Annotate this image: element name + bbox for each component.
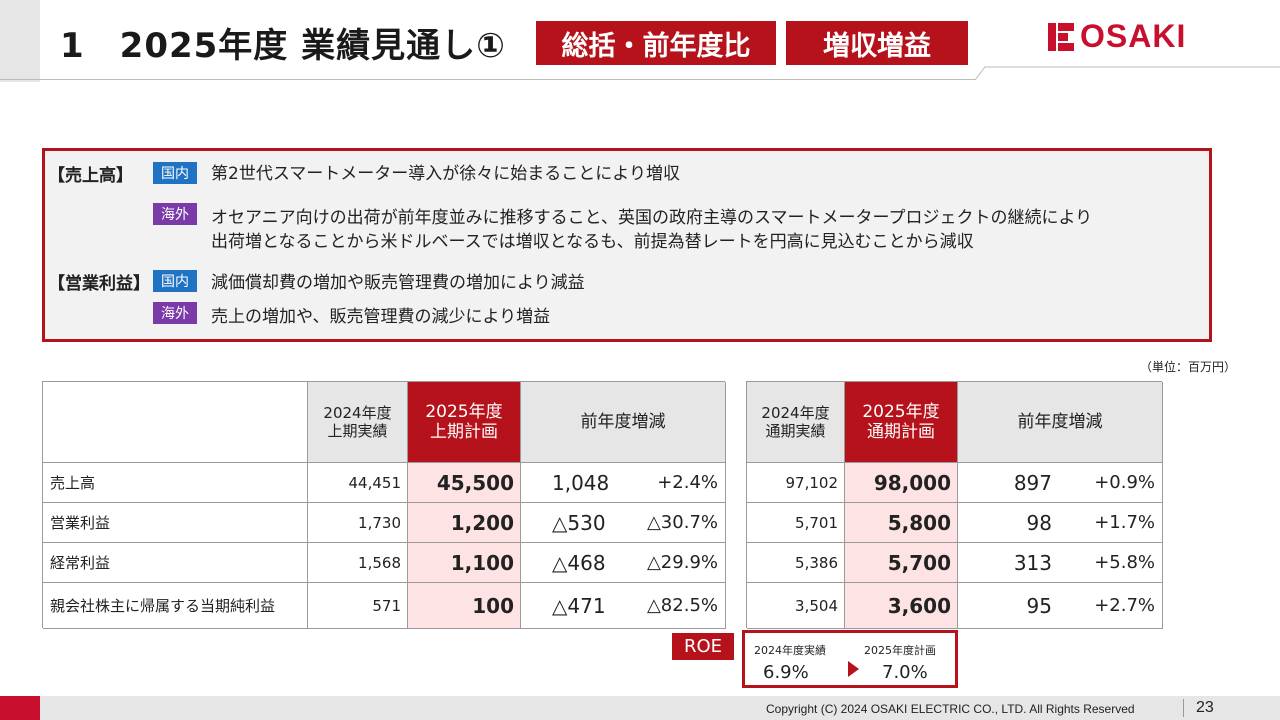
value-2025-half: 1,100 xyxy=(408,543,521,583)
title-divider xyxy=(975,66,1280,81)
value-2025-full: 3,600 xyxy=(845,583,958,629)
header-2025-full: 2025年度 通期計画 xyxy=(845,382,958,463)
value-2025-full: 98,000 xyxy=(845,463,958,503)
header-2024-full: 2024年度 通期実績 xyxy=(747,382,845,463)
roe-prev-value: 6.9% xyxy=(763,662,809,683)
page-title: 1 2025年度 業績見通し① xyxy=(60,26,506,66)
logo-mark-icon xyxy=(1048,22,1074,51)
roe-prev-label: 2024年度実績 xyxy=(754,644,826,657)
copyright: Copyright (C) 2024 OSAKI ELECTRIC CO., L… xyxy=(766,702,1135,716)
roe-plan-value: 7.0% xyxy=(882,662,928,683)
page-number: 23 xyxy=(1196,699,1214,716)
table-corner xyxy=(43,382,308,463)
op-overseas-text: 売上の増加や、販売管理費の減少により増益 xyxy=(211,307,551,327)
roe-tag: ROE xyxy=(672,633,734,660)
osaki-logo: OSAKI xyxy=(1048,18,1186,55)
change-cell: 313 +5.8% xyxy=(958,543,1163,583)
value-2025-full: 5,800 xyxy=(845,503,958,543)
domestic-badge: 国内 xyxy=(153,162,197,184)
change-cell: 897 +0.9% xyxy=(958,463,1163,503)
sales-label: 【売上高】 xyxy=(48,166,133,186)
value-2025-half: 100 xyxy=(408,583,521,629)
value-2025-full: 5,700 xyxy=(845,543,958,583)
full-year-table: 2024年度 通期実績 2025年度 通期計画 前年度増減 97,102 98,0… xyxy=(746,381,1163,629)
header-change: 前年度増減 xyxy=(958,382,1163,463)
change-amount: 95 xyxy=(1026,593,1052,618)
title-accent-bar xyxy=(0,0,40,82)
row-label: 売上高 xyxy=(43,463,308,503)
change-cell: △530 △30.7% xyxy=(521,503,726,543)
unit-note: （単位：百万円） xyxy=(1140,360,1237,374)
change-amount: △530 xyxy=(552,510,606,535)
title-underline xyxy=(0,79,975,80)
header-2025-half: 2025年度 上期計画 xyxy=(408,382,521,463)
summary-tag: 総括・前年度比 xyxy=(536,21,776,65)
value-2024-half: 1,568 xyxy=(308,543,408,583)
sales-domestic-text: 第2世代スマートメーター導入が徐々に始まることにより増収 xyxy=(211,164,680,184)
logo-text: OSAKI xyxy=(1080,18,1187,54)
change-cell: 1,048 +2.4% xyxy=(521,463,726,503)
roe-box: 2024年度実績 6.9% 2025年度計画 7.0% xyxy=(742,630,958,688)
half-year-table: 2024年度 上期実績 2025年度 上期計画 前年度増減 売上高 44,451 4… xyxy=(42,381,726,629)
change-amount: 98 xyxy=(1026,510,1052,535)
summary-box: 【売上高】 国内 第2世代スマートメーター導入が徐々に始まることにより増収 海外… xyxy=(42,148,1212,342)
page-separator xyxy=(1183,699,1184,717)
change-percent: △29.9% xyxy=(646,552,718,573)
change-percent: △82.5% xyxy=(646,595,718,616)
value-2024-half: 571 xyxy=(308,583,408,629)
sales-overseas-text-2: 出荷増となることから米ドルベースでは増収となるも、前提為替レートを円高に見込むこ… xyxy=(211,232,974,252)
operating-profit-label: 【営業利益】 xyxy=(48,274,150,294)
result-tag: 増収増益 xyxy=(786,21,968,65)
change-percent: +2.7% xyxy=(1094,595,1155,616)
change-amount: △471 xyxy=(552,593,606,618)
change-percent: +0.9% xyxy=(1094,472,1155,493)
arrow-right-icon xyxy=(848,661,859,677)
value-2024-full: 3,504 xyxy=(747,583,845,629)
row-label: 親会社株主に帰属する当期純利益 xyxy=(43,583,308,629)
change-cell: △471 △82.5% xyxy=(521,583,726,629)
row-label: 経常利益 xyxy=(43,543,308,583)
header-change: 前年度増減 xyxy=(521,382,726,463)
change-percent: +5.8% xyxy=(1094,552,1155,573)
change-amount: 313 xyxy=(1013,550,1052,575)
value-2024-half: 1,730 xyxy=(308,503,408,543)
change-cell: 95 +2.7% xyxy=(958,583,1163,629)
change-cell: 98 +1.7% xyxy=(958,503,1163,543)
value-2024-full: 5,701 xyxy=(747,503,845,543)
overseas-badge: 海外 xyxy=(153,203,197,225)
change-cell: △468 △29.9% xyxy=(521,543,726,583)
sales-overseas-text-1: オセアニア向けの出荷が前年度並みに推移すること、英国の政府主導のスマートメーター… xyxy=(211,208,1093,228)
change-amount: △468 xyxy=(552,550,606,575)
value-2024-half: 44,451 xyxy=(308,463,408,503)
change-amount: 1,048 xyxy=(552,470,610,495)
value-2025-half: 1,200 xyxy=(408,503,521,543)
footer-bar xyxy=(0,696,1280,720)
op-domestic-text: 減価償却費の増加や販売管理費の増加により減益 xyxy=(211,273,585,293)
footer-accent xyxy=(0,696,40,720)
change-percent: △30.7% xyxy=(646,512,718,533)
overseas-badge: 海外 xyxy=(153,302,197,324)
row-label: 営業利益 xyxy=(43,503,308,543)
value-2024-full: 97,102 xyxy=(747,463,845,503)
value-2025-half: 45,500 xyxy=(408,463,521,503)
header-2024-half: 2024年度 上期実績 xyxy=(308,382,408,463)
value-2024-full: 5,386 xyxy=(747,543,845,583)
change-amount: 897 xyxy=(1013,470,1052,495)
change-percent: +2.4% xyxy=(657,472,718,493)
domestic-badge: 国内 xyxy=(153,270,197,292)
change-percent: +1.7% xyxy=(1094,512,1155,533)
roe-plan-label: 2025年度計画 xyxy=(864,644,936,657)
